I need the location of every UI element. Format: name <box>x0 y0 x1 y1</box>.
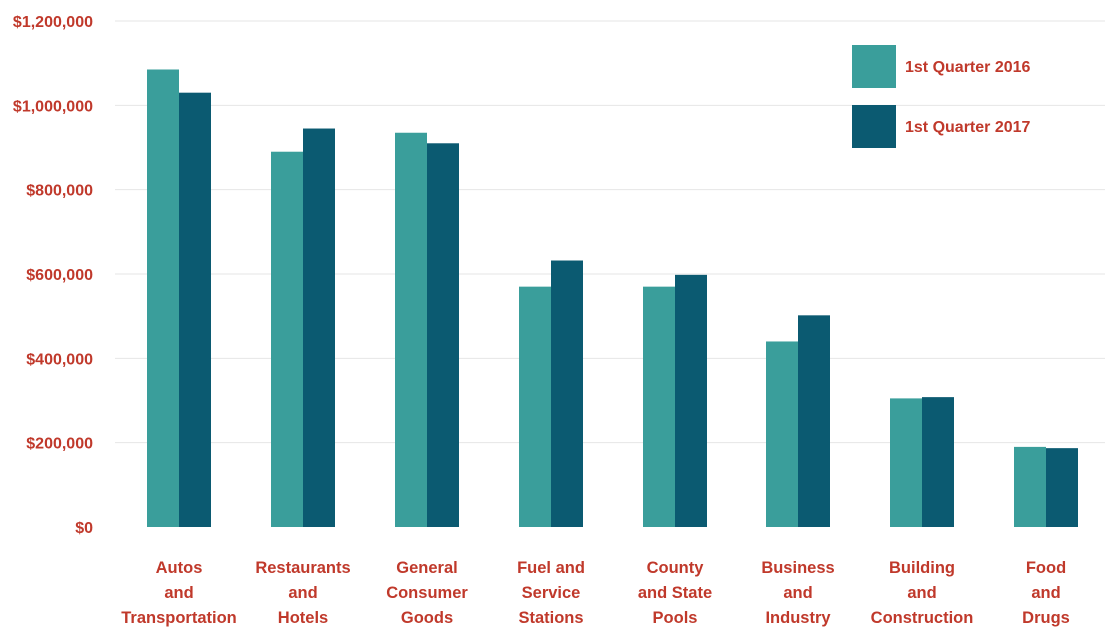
bar-2016 <box>1014 446 1046 527</box>
x-category-label-line: Service <box>522 584 581 602</box>
bar-2016 <box>643 286 675 527</box>
bars <box>147 69 1078 528</box>
x-category-label-line: Stations <box>518 609 583 627</box>
x-category-label: General Consumer Goods <box>386 559 468 627</box>
x-category-label: County and State Pools <box>638 559 712 627</box>
bar-2016 <box>766 341 798 527</box>
bar-2017 <box>303 128 335 527</box>
y-tick-label: $800,000 <box>26 183 93 200</box>
legend-label: 1st Quarter 2017 <box>905 119 1031 136</box>
x-category-label-line: and <box>907 584 936 602</box>
bar-2016 <box>395 132 427 527</box>
bar-2017 <box>675 274 707 527</box>
x-category-label-line: Business <box>761 559 834 577</box>
bar-2016 <box>147 69 179 527</box>
y-tick-label: $1,000,000 <box>13 98 93 115</box>
bar-2016 <box>890 398 922 527</box>
bar-2017 <box>922 397 954 527</box>
y-tick-label: $200,000 <box>26 436 93 453</box>
y-tick-label: $600,000 <box>26 267 93 284</box>
legend-swatch <box>852 105 896 148</box>
x-category-label: Food and Drugs <box>1022 559 1070 627</box>
y-tick-label: $400,000 <box>26 351 93 368</box>
bar-2017 <box>551 260 583 527</box>
x-category-label-line: and <box>164 584 193 602</box>
x-category-label: Restaurants and Hotels <box>255 559 350 627</box>
x-category-label-line: County <box>647 559 705 577</box>
legend-swatch <box>852 45 896 88</box>
x-category-label-line: Consumer <box>386 584 468 602</box>
y-axis-ticks: $0 $200,000 $400,000 $600,000 $800,000 $1,000… <box>13 14 93 537</box>
x-category-label-line: Autos <box>156 559 203 577</box>
x-category-label-line: Goods <box>401 609 453 627</box>
x-category-label: Business and Industry <box>761 559 834 627</box>
x-category-label: Autos and Transportation <box>121 559 237 627</box>
y-tick-label: $0 <box>75 520 93 537</box>
bar-2017 <box>179 92 211 527</box>
x-category-label-line: Pools <box>653 609 698 627</box>
bar-2017 <box>1046 448 1078 527</box>
bar-2016 <box>271 151 303 527</box>
x-category-label-line: Hotels <box>278 609 328 627</box>
y-tick-label: $1,200,000 <box>13 14 93 31</box>
x-axis-category-labels: Autos and Transportation Restaurants and Hote… <box>121 559 1070 627</box>
grid-layer <box>115 20 1105 444</box>
x-category-label-line: General <box>396 559 457 577</box>
x-category-label-line: Industry <box>765 609 831 627</box>
x-category-label: Building and Construction <box>871 559 974 627</box>
x-category-label-line: Food <box>1026 559 1066 577</box>
x-category-label-line: Drugs <box>1022 609 1070 627</box>
x-category-label-line: Restaurants <box>255 559 350 577</box>
x-category-label-line: and <box>1031 584 1060 602</box>
x-category-label-line: and <box>783 584 812 602</box>
x-category-label-line: Transportation <box>121 609 237 627</box>
bar-2017 <box>427 143 459 528</box>
x-category-label-line: Building <box>889 559 955 577</box>
x-category-label-line: and State <box>638 584 712 602</box>
bar-2017 <box>798 315 830 527</box>
bar-2016 <box>519 286 551 527</box>
x-category-label-line: and <box>288 584 317 602</box>
legend: 1st Quarter 2016 1st Quarter 2017 <box>852 45 1031 148</box>
x-category-label-line: Fuel and <box>517 559 585 577</box>
legend-label: 1st Quarter 2016 <box>905 59 1031 76</box>
x-category-label-line: Construction <box>871 609 974 627</box>
x-category-label: Fuel and Service Stations <box>517 559 585 627</box>
